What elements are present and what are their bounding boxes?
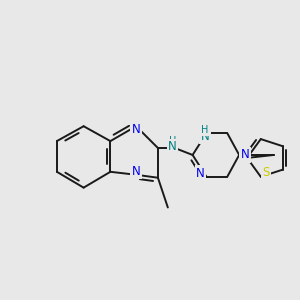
Text: S: S — [262, 166, 270, 179]
Text: N: N — [132, 123, 140, 136]
Text: N: N — [168, 140, 177, 153]
Text: N: N — [201, 130, 209, 142]
Text: H: H — [201, 124, 209, 135]
Text: N: N — [132, 165, 140, 178]
Text: N: N — [196, 167, 205, 180]
Text: N: N — [241, 148, 250, 161]
Text: H: H — [169, 136, 176, 146]
